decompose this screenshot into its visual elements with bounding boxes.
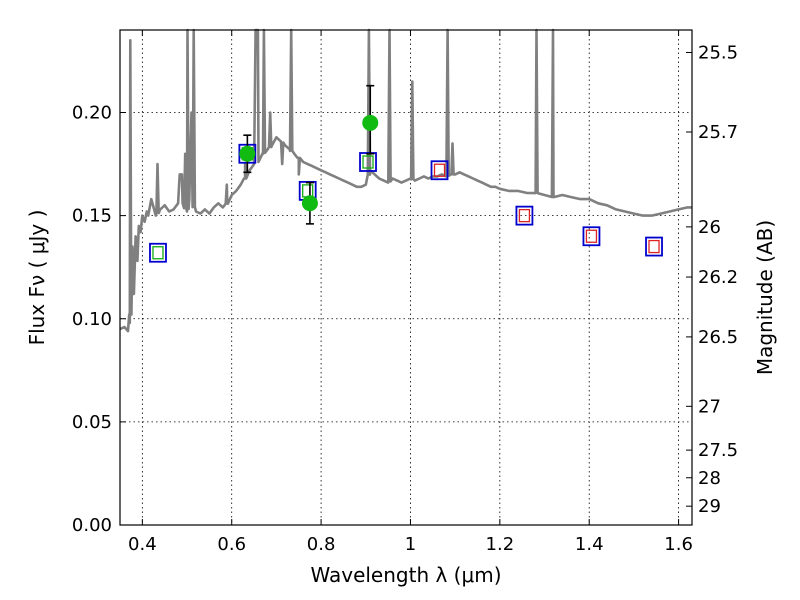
model-point xyxy=(582,226,601,247)
x-tick-label: 1.2 xyxy=(486,534,515,555)
x-tick-label: 0.6 xyxy=(217,534,246,555)
model-box-inner xyxy=(585,229,598,243)
model-box xyxy=(430,160,449,181)
axis-tick-labels: 0.4 0.6 0.8 1 1.2 1.4 1.6 0.00 0.05 0.10 0.15 0.20 2… xyxy=(72,43,738,555)
model-box-inner xyxy=(518,208,531,223)
model-point xyxy=(645,236,663,257)
x-axis-label: Wavelength λ (μm) xyxy=(310,563,501,587)
observed-point xyxy=(301,181,318,225)
model-box-inner xyxy=(302,184,314,198)
y-tick-label: 0.00 xyxy=(72,515,112,536)
x-tick-label: 1.4 xyxy=(575,534,604,555)
model-box xyxy=(645,236,663,257)
x-tick-label: 1 xyxy=(405,534,416,555)
sed-spectrum xyxy=(119,28,692,333)
y-axis-label: Flux Fν ( μJy ) xyxy=(25,210,49,346)
y2-tick-label: 26.5 xyxy=(698,327,738,348)
grid xyxy=(120,30,692,526)
plot-frame xyxy=(119,29,693,526)
x-tick-label: 0.8 xyxy=(307,534,336,555)
y2-tick-label: 26.2 xyxy=(698,267,738,288)
y-tick-label: 0.05 xyxy=(72,412,112,433)
x-tick-label: 1.6 xyxy=(664,534,693,555)
model-box-inner xyxy=(362,155,374,169)
y-tick-label: 0.15 xyxy=(72,206,112,227)
model-box-inner xyxy=(433,163,446,177)
model-box-inner xyxy=(152,246,164,260)
model-point xyxy=(515,205,534,226)
y2-tick-label: 29 xyxy=(698,496,721,517)
y2-axis-label: Magnitude (AB) xyxy=(753,220,777,375)
model-box xyxy=(515,205,534,226)
photometry-markers xyxy=(149,84,663,263)
y2-tick-label: 25.5 xyxy=(698,43,738,64)
observed-point xyxy=(362,84,379,155)
model-point xyxy=(430,160,449,181)
observed-marker xyxy=(301,195,318,212)
sed-line xyxy=(119,28,692,333)
model-box xyxy=(149,242,167,263)
observed-marker xyxy=(239,145,256,162)
y2-tick-label: 28 xyxy=(698,468,721,489)
model-point xyxy=(149,242,167,263)
x-tick-label: 0.4 xyxy=(128,534,157,555)
y2-tick-label: 27.5 xyxy=(698,440,738,461)
y2-tick-label: 27 xyxy=(698,396,721,417)
y-tick-label: 0.10 xyxy=(72,309,112,330)
y2-tick-label: 25.7 xyxy=(698,122,738,143)
axis-ticks xyxy=(120,30,692,526)
model-box-inner xyxy=(648,239,660,254)
model-box xyxy=(582,226,601,247)
observed-point xyxy=(239,134,256,174)
observed-marker xyxy=(362,114,379,131)
y-tick-label: 0.20 xyxy=(72,103,112,124)
y2-tick-label: 26 xyxy=(698,217,721,238)
